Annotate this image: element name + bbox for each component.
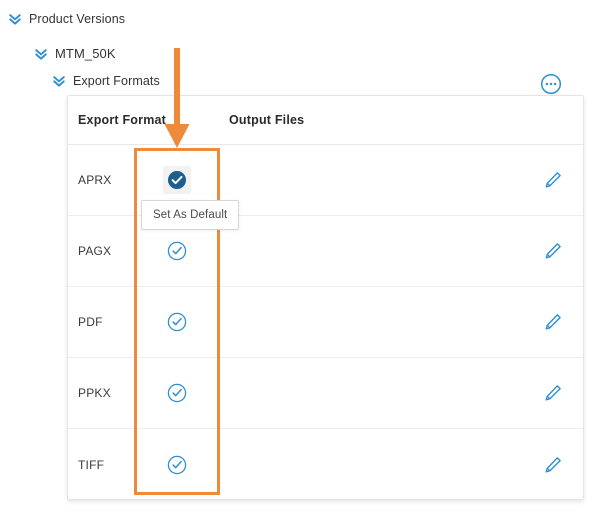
ellipsis-circle-icon[interactable] (540, 73, 562, 95)
column-header-output-files: Output Files (229, 113, 305, 127)
check-circle-outline-icon[interactable] (167, 383, 187, 403)
set-default-toggle-aprx[interactable] (163, 166, 191, 194)
table-header-row: Export Format Output Files (68, 96, 583, 145)
table-row: TIFF (68, 429, 583, 499)
cell-set-default (134, 379, 220, 407)
check-circle-outline-icon[interactable] (167, 241, 187, 261)
cell-set-default (134, 237, 220, 265)
set-default-toggle-pdf[interactable] (163, 308, 191, 336)
tree-item-label: Export Formats (73, 74, 160, 88)
tree-item-label: MTM_50K (55, 46, 116, 61)
cell-edit (523, 171, 583, 189)
tree-item-export-formats[interactable]: Export Formats (52, 74, 160, 88)
cell-export-format: APRX (78, 173, 112, 187)
double-chevron-down-icon[interactable] (34, 47, 48, 61)
check-circle-outline-icon[interactable] (167, 455, 187, 475)
pencil-icon[interactable] (544, 171, 562, 189)
cell-edit (523, 384, 583, 402)
set-default-toggle-tiff[interactable] (163, 451, 191, 479)
table-row: PDF (68, 287, 583, 358)
export-formats-table: Export Format Output Files APRX (67, 95, 584, 500)
table-row: PPKX (68, 358, 583, 429)
pencil-icon[interactable] (544, 242, 562, 260)
pencil-icon[interactable] (544, 313, 562, 331)
double-chevron-down-icon[interactable] (8, 12, 22, 26)
cell-export-format: PPKX (78, 386, 111, 400)
tree-item-label: Product Versions (29, 12, 126, 26)
cell-set-default (134, 308, 220, 336)
cell-set-default (134, 166, 220, 194)
cell-export-format: TIFF (78, 457, 105, 472)
check-circle-outline-icon[interactable] (167, 312, 187, 332)
tooltip-set-as-default: Set As Default (141, 200, 240, 230)
check-circle-filled-icon[interactable] (167, 170, 187, 190)
pencil-icon[interactable] (544, 384, 562, 402)
cell-edit (523, 313, 583, 331)
cell-export-format: PAGX (78, 244, 112, 258)
tree-item-mtm-50k[interactable]: MTM_50K (34, 46, 116, 61)
column-header-export-format: Export Format (78, 113, 167, 127)
cell-edit (523, 456, 583, 474)
set-default-toggle-ppkx[interactable] (163, 379, 191, 407)
pencil-icon[interactable] (544, 456, 562, 474)
set-default-toggle-pagx[interactable] (163, 237, 191, 265)
cell-set-default (134, 451, 220, 479)
cell-export-format: PDF (78, 315, 103, 329)
double-chevron-down-icon[interactable] (52, 74, 66, 88)
cell-edit (523, 242, 583, 260)
tree-item-product-versions[interactable]: Product Versions (8, 12, 125, 26)
